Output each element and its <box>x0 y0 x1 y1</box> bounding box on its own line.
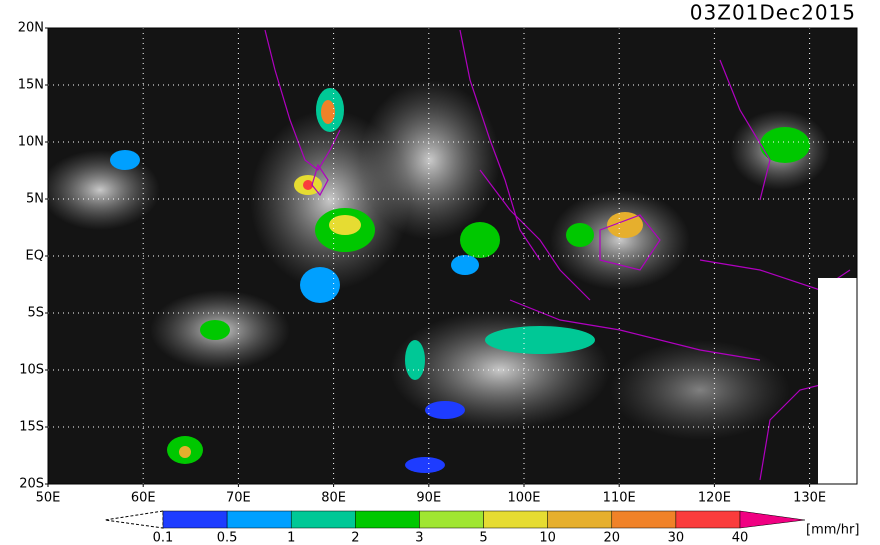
lat-label: 10S <box>19 363 44 378</box>
colorbar-under-arrow <box>104 510 164 529</box>
lon-label: 90E <box>416 491 441 506</box>
lon-label: 60E <box>131 491 156 506</box>
lat-label: 5N <box>26 192 44 207</box>
map-area <box>48 28 857 484</box>
timestamp: 03Z01Dec2015 <box>690 1 856 25</box>
colorbar: 0.1 0.5 1 2 3 5 10 20 30 40 [mm/hr] <box>104 510 859 545</box>
colorbar-segment <box>611 510 677 529</box>
lon-label: 70E <box>226 491 251 506</box>
colorbar-segment <box>226 510 292 529</box>
colorbar-segment <box>419 510 484 529</box>
lat-label: 15N <box>18 78 44 93</box>
colorbar-label: 0.1 <box>153 531 174 545</box>
colorbar-segment <box>547 510 613 529</box>
colorbar-label: 3 <box>415 531 423 545</box>
colorbar-label: 30 <box>668 531 685 545</box>
colorbar-segment <box>483 510 548 529</box>
lat-label: 15S <box>19 420 44 435</box>
colorbar-label: 1 <box>287 531 295 545</box>
colorbar-label: 0.5 <box>217 531 238 545</box>
lat-label: 20N <box>18 21 44 36</box>
lon-label: 50E <box>36 491 61 506</box>
lon-label: 120E <box>698 491 731 506</box>
rain-areas <box>110 88 810 473</box>
lat-label: 10N <box>18 135 44 150</box>
lon-label: 130E <box>793 491 826 506</box>
colorbar-unit: [mm/hr] <box>806 523 859 538</box>
colorbar-label: 20 <box>604 531 621 545</box>
lon-label: 100E <box>507 491 540 506</box>
lon-label: 80E <box>321 491 346 506</box>
colorbar-label: 2 <box>351 531 359 545</box>
colorbar-segment <box>355 510 420 529</box>
lon-label: 110E <box>603 491 636 506</box>
clouds <box>48 80 830 440</box>
colorbar-segment <box>162 510 228 529</box>
colorbar-segment <box>290 510 356 529</box>
colorbar-segment <box>675 510 741 529</box>
colorbar-over-arrow <box>739 510 806 529</box>
grid <box>48 28 857 484</box>
colorbar-label: 10 <box>539 531 556 545</box>
colorbar-label: 5 <box>479 531 487 545</box>
lat-label: 5S <box>27 306 44 321</box>
colorbar-label: 40 <box>732 531 749 545</box>
lat-label: 20S <box>19 477 44 492</box>
lat-label: EQ <box>26 249 44 264</box>
